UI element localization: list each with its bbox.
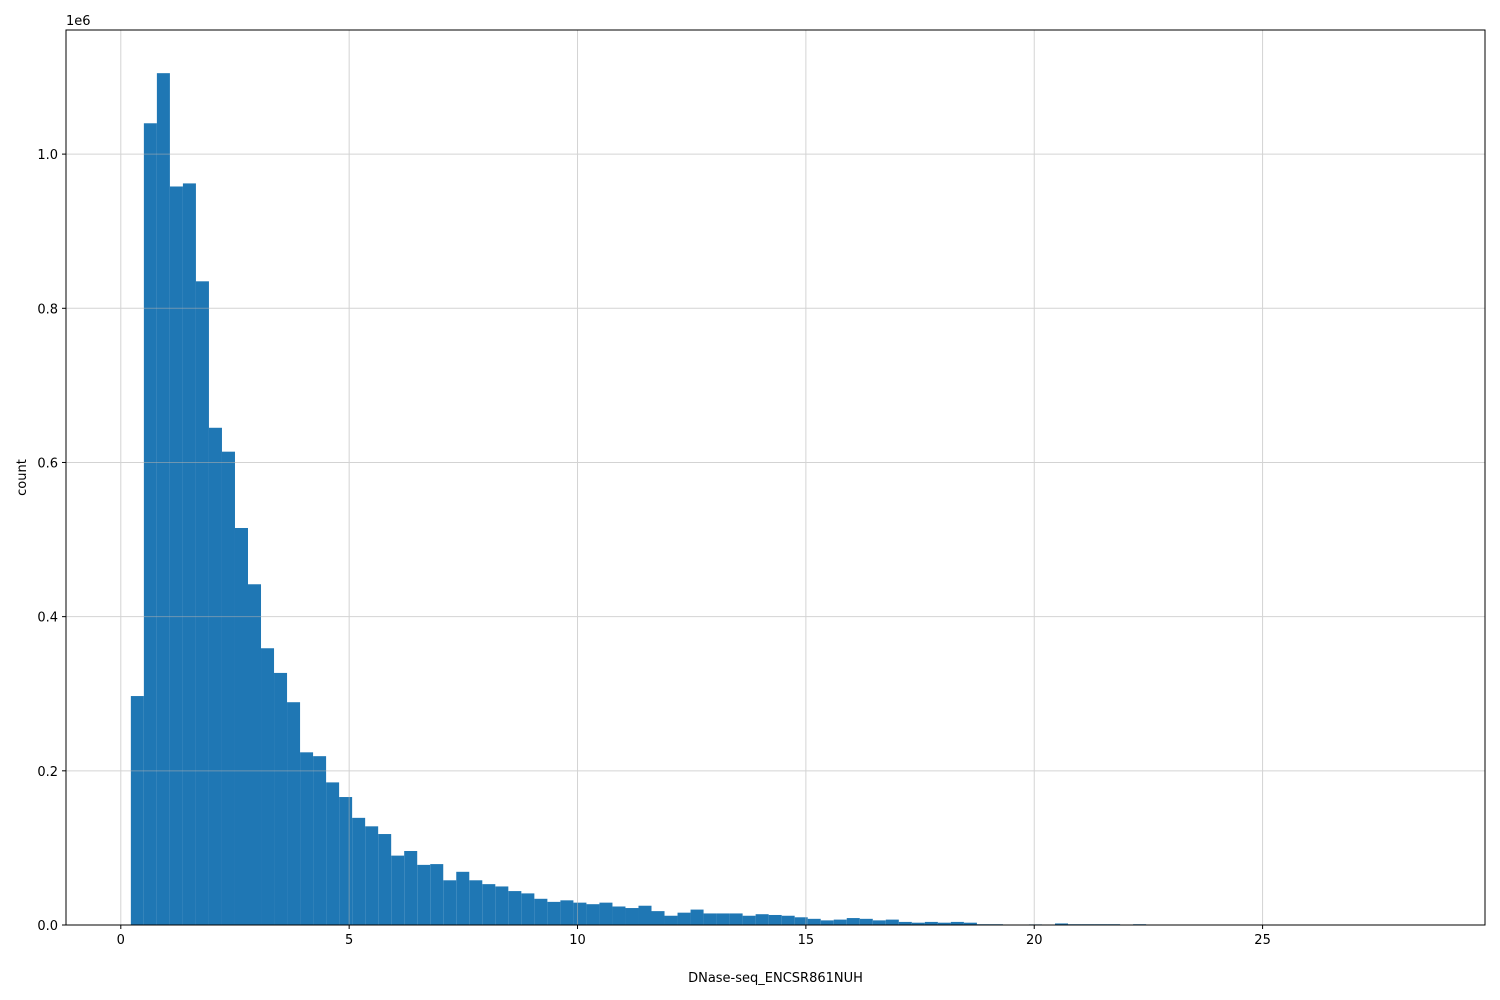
y-tick-label: 0.6 <box>37 456 58 471</box>
histogram-bar <box>560 900 574 925</box>
histogram-bar <box>807 918 821 925</box>
histogram-bar <box>573 902 587 925</box>
histogram-bar <box>820 920 834 925</box>
histogram-bar <box>794 917 808 925</box>
histogram-bar <box>755 914 769 925</box>
histogram-bar <box>885 919 899 925</box>
y-tick-label: 1.0 <box>37 148 58 163</box>
histogram-bar <box>911 922 925 925</box>
histogram-bar <box>169 186 183 925</box>
histogram-bar <box>352 817 366 925</box>
histogram-bar <box>612 906 626 925</box>
histogram-bar <box>326 782 340 925</box>
histogram-bar <box>1055 923 1069 925</box>
histogram-bar <box>365 826 379 925</box>
y-tick-label: 0.8 <box>37 302 58 317</box>
histogram-bar <box>846 918 860 925</box>
y-tick-label: 0.0 <box>37 919 58 934</box>
histogram-bar <box>378 834 392 925</box>
histogram-bar <box>599 902 613 925</box>
y-offset-label: 1e6 <box>66 14 91 29</box>
histogram-bar <box>768 914 782 925</box>
histogram-bar <box>625 908 639 925</box>
histogram-bar <box>208 427 222 925</box>
plot-frame <box>65 29 1486 926</box>
x-tick-label: 0 <box>117 933 125 948</box>
histogram-bar <box>247 584 262 925</box>
histogram-bar <box>950 921 964 925</box>
histogram-bar <box>143 123 157 925</box>
histogram-bar <box>156 73 170 925</box>
histogram-bar <box>729 913 743 925</box>
histogram-bar <box>547 901 561 925</box>
histogram-bar <box>339 797 353 925</box>
histogram-bar <box>300 752 314 925</box>
histogram-bar <box>443 880 457 925</box>
histogram-bar <box>469 880 483 925</box>
y-tick-label: 0.4 <box>37 611 58 626</box>
histogram-bar <box>872 920 886 925</box>
x-axis-label: DNase-seq_ENCSR861NUH <box>688 971 863 986</box>
histogram-bar <box>898 921 912 925</box>
histogram-bar <box>404 850 418 925</box>
histogram-bar <box>287 702 301 925</box>
x-tick-label: 25 <box>1254 933 1271 948</box>
histogram-bar <box>716 913 730 925</box>
histogram-bar <box>703 913 717 925</box>
histogram-bar <box>677 912 691 925</box>
histogram-bar <box>261 648 275 925</box>
histogram-bar <box>195 281 209 925</box>
histogram-bar <box>963 922 977 925</box>
histogram-bar <box>495 886 509 925</box>
histogram-bar <box>586 904 600 925</box>
x-tick-label: 5 <box>345 933 353 948</box>
histogram-bar <box>482 884 496 925</box>
histogram-bar <box>937 922 951 925</box>
histogram-bar <box>833 919 847 925</box>
histogram-bar <box>690 909 704 925</box>
histogram-bar <box>859 918 873 925</box>
x-tick-label: 15 <box>798 933 815 948</box>
histogram-bar <box>417 864 431 925</box>
histogram-bar <box>651 911 665 925</box>
histogram-bar <box>638 905 652 925</box>
histogram-bar <box>508 891 522 925</box>
histogram-bar <box>313 756 327 925</box>
x-tick-label: 10 <box>569 933 586 948</box>
histogram-bar <box>274 672 288 925</box>
histogram-bar <box>130 696 144 925</box>
histogram-bar <box>534 898 548 925</box>
y-axis-label: count <box>15 459 30 496</box>
histogram-bar <box>430 864 444 925</box>
y-tick-label: 0.2 <box>37 765 58 780</box>
histogram-bar <box>234 527 248 925</box>
histogram-bar <box>781 915 795 925</box>
histogram-bar <box>182 183 196 925</box>
x-tick-label: 20 <box>1026 933 1043 948</box>
axis-ticks: 0 5 10 15 20 25 0.0 0.2 0.4 0.6 0.8 1.0 <box>37 148 1271 948</box>
histogram-bar <box>456 871 470 925</box>
histogram-bar <box>521 893 535 925</box>
histogram-bar <box>221 451 235 925</box>
histogram-bar <box>391 855 405 925</box>
histogram-bar <box>664 915 678 925</box>
histogram-bar <box>924 921 938 925</box>
histogram-bars <box>130 73 1147 925</box>
histogram-bar <box>742 915 756 925</box>
